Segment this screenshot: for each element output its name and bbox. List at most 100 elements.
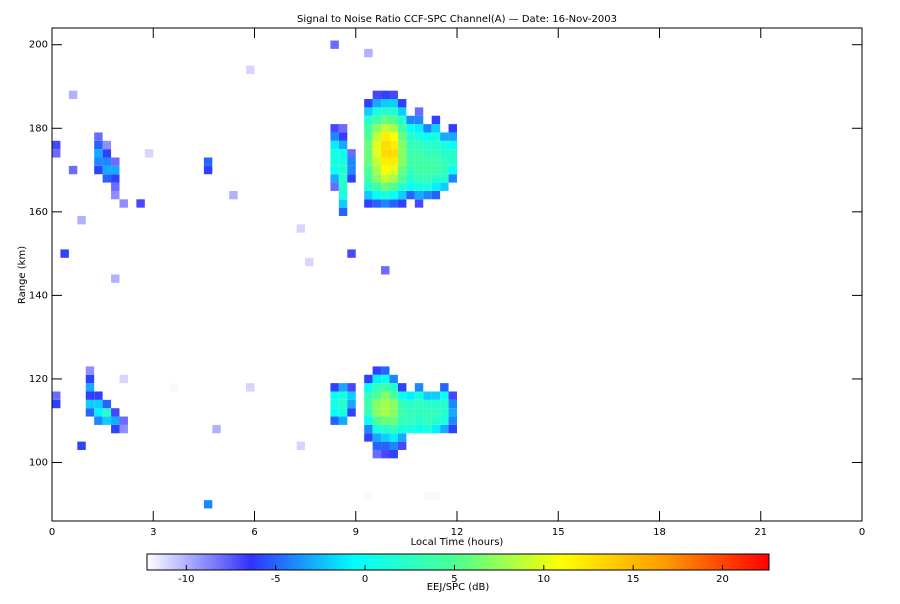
cell: [305, 257, 314, 267]
cell: [372, 90, 382, 100]
colorbar-tick-label: 10: [537, 574, 550, 585]
cell: [372, 441, 382, 450]
cell: [85, 408, 95, 417]
cell: [440, 424, 449, 434]
cell: [372, 107, 382, 116]
x-tick-label: 21: [754, 527, 767, 538]
cell: [431, 408, 441, 417]
cell: [406, 416, 415, 425]
cell: [372, 157, 382, 166]
cell: [347, 408, 356, 417]
cell: [389, 199, 398, 208]
cell: [364, 174, 373, 183]
cell: [389, 408, 398, 417]
cell: [414, 383, 424, 392]
cell: [94, 399, 103, 409]
cell: [338, 383, 348, 392]
cell: [423, 124, 432, 133]
cell: [389, 391, 398, 400]
cell: [381, 366, 390, 375]
cell: [203, 165, 213, 175]
cell: [381, 182, 390, 191]
chart-title: Signal to Noise Ratio CCF-SPC Channel(A)…: [297, 14, 617, 25]
y-tick-label: 180: [29, 123, 48, 134]
cell: [94, 157, 103, 166]
cell: [423, 132, 432, 141]
cell: [389, 157, 398, 166]
cell: [389, 374, 398, 384]
y-axis-label: Range (km): [17, 246, 28, 304]
y-tick-label: 120: [29, 374, 48, 385]
cell: [338, 182, 348, 191]
cell: [389, 449, 398, 459]
cell: [338, 190, 348, 200]
cell: [136, 199, 145, 208]
cell: [60, 249, 69, 258]
cell: [330, 174, 339, 183]
cell: [406, 124, 415, 133]
cell: [414, 174, 424, 183]
cell: [111, 190, 120, 200]
cell: [94, 408, 103, 417]
cell: [440, 408, 449, 417]
cell: [397, 199, 407, 208]
cell: [389, 383, 398, 392]
cell: [144, 149, 154, 158]
cell: [448, 149, 457, 158]
cell: [423, 408, 432, 417]
cell: [372, 182, 382, 191]
cell: [431, 399, 441, 409]
cell: [381, 449, 390, 459]
cell: [338, 408, 348, 417]
cell: [330, 165, 339, 175]
cell: [431, 190, 441, 200]
cell: [414, 424, 424, 434]
cell: [397, 441, 407, 450]
cell: [448, 165, 457, 175]
cell: [119, 416, 128, 425]
cell: [389, 115, 398, 125]
cell: [338, 416, 348, 425]
plot-frame: [51, 27, 863, 522]
cell: [397, 107, 407, 116]
cell: [119, 199, 128, 208]
cell: [423, 140, 432, 150]
cell: [389, 124, 398, 133]
cell: [423, 174, 432, 183]
cell: [94, 149, 103, 158]
x-tick-label: 15: [552, 527, 565, 538]
cell: [364, 199, 373, 208]
cell: [372, 199, 382, 208]
cell: [423, 424, 432, 434]
cell: [397, 190, 407, 200]
cell: [440, 416, 449, 425]
cell: [423, 165, 432, 175]
cell: [381, 90, 390, 100]
cell: [364, 433, 373, 442]
cell: [94, 140, 103, 150]
y-tick-label: 200: [29, 40, 48, 51]
cell: [347, 399, 356, 409]
cell: [414, 157, 424, 166]
cell: [406, 174, 415, 183]
cell: [372, 416, 382, 425]
cell: [440, 149, 449, 158]
cell: [330, 182, 339, 191]
cell: [372, 149, 382, 158]
cell: [448, 174, 457, 183]
y-tick-label: 140: [29, 290, 48, 301]
cell: [381, 399, 390, 409]
cell: [338, 165, 348, 175]
cell: [423, 491, 432, 501]
cell: [431, 165, 441, 175]
cell: [406, 399, 415, 409]
cell: [423, 190, 432, 200]
cell: [338, 174, 348, 183]
cell: [397, 174, 407, 183]
cell: [397, 399, 407, 409]
cell: [448, 399, 457, 409]
cell: [364, 408, 373, 417]
cell: [381, 424, 390, 434]
cell: [364, 391, 373, 400]
cell: [423, 416, 432, 425]
